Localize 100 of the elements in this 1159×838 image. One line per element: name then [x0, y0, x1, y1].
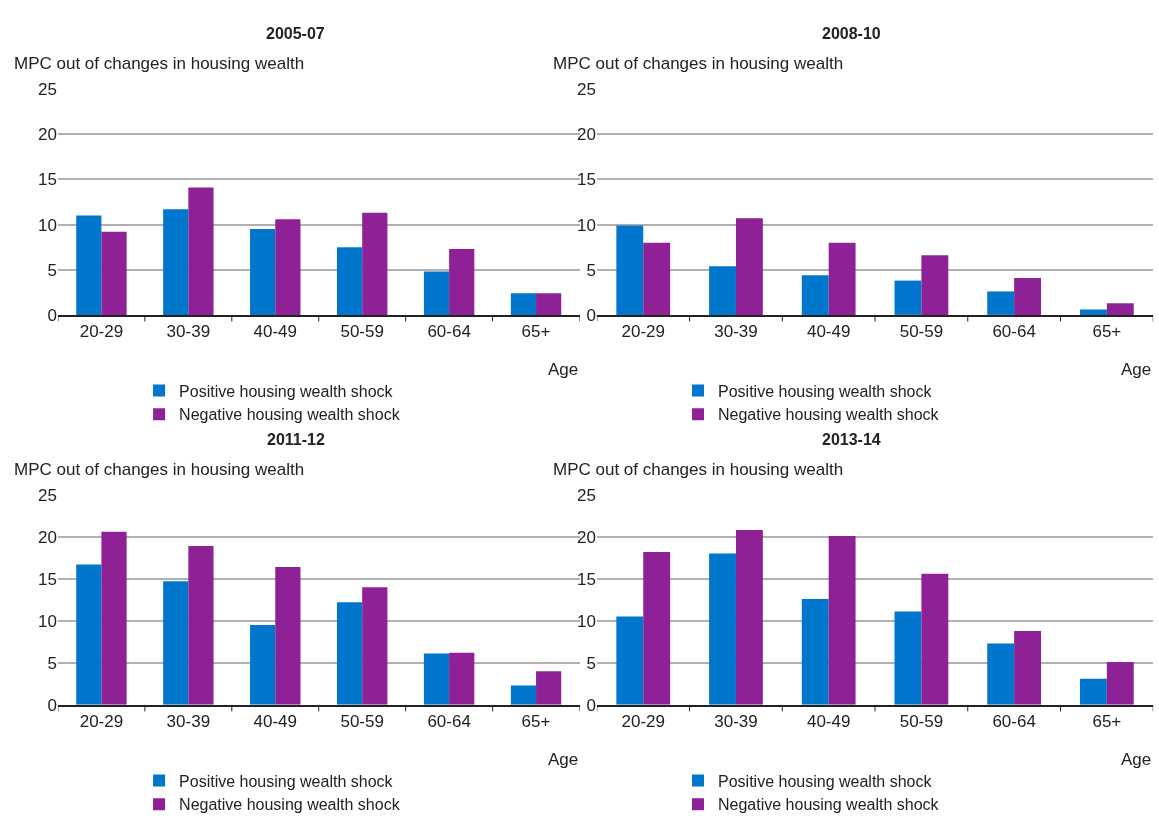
- x-axis-title: Age: [548, 750, 579, 769]
- y-tick-label: 25: [576, 80, 596, 100]
- bar: [423, 271, 450, 315]
- chart-title: 2011-12: [267, 431, 325, 448]
- bar: [894, 280, 922, 315]
- bar: [709, 553, 736, 705]
- y-axis-title: MPC out of changes in housing wealth: [14, 54, 305, 73]
- y-tick-label: 5: [586, 653, 596, 673]
- bar: [1079, 309, 1107, 315]
- bar: [921, 255, 949, 315]
- legend-label: Negative housing wealth shock: [718, 406, 940, 424]
- y-tick-label: 5: [47, 653, 57, 673]
- x-tick-label: 60-64: [992, 322, 1036, 342]
- bar: [1079, 678, 1107, 705]
- x-tick-label: 50-59: [899, 322, 944, 342]
- bar: [188, 546, 214, 705]
- bar: [735, 530, 763, 705]
- legend-label: Positive housing wealth shock: [179, 382, 394, 400]
- bar: [987, 291, 1015, 315]
- y-tick-label: 20: [576, 125, 596, 145]
- x-axis-title: Age: [1121, 360, 1152, 379]
- y-tick-label: 0: [586, 305, 596, 325]
- legend-label: Negative housing wealth shock: [179, 796, 401, 814]
- x-axis-title: Age: [1121, 750, 1152, 769]
- bar: [163, 209, 189, 315]
- x-tick-label: 65+: [521, 322, 551, 342]
- bar: [709, 266, 736, 315]
- legend-label: Positive housing wealth shock: [718, 772, 933, 790]
- x-tick-label: 60-64: [427, 712, 471, 732]
- x-tick-label: 50-59: [340, 322, 384, 342]
- y-tick-label: 25: [38, 485, 57, 505]
- x-tick-label: 20-29: [79, 712, 124, 732]
- bar: [188, 187, 214, 315]
- legend-label: Positive housing wealth shock: [179, 772, 394, 790]
- x-tick-label: 40-49: [253, 712, 297, 732]
- bar: [510, 685, 537, 705]
- y-tick-label: 5: [47, 260, 57, 280]
- bar: [616, 225, 644, 315]
- x-tick-label: 30-39: [166, 712, 211, 732]
- legend-label: Positive housing wealth shock: [718, 382, 933, 400]
- legend-label: Negative housing wealth shock: [179, 406, 401, 424]
- bar: [449, 248, 475, 315]
- y-tick-label: 5: [586, 260, 596, 280]
- bar: [1014, 630, 1042, 705]
- y-tick-label: 10: [576, 611, 596, 631]
- bar: [536, 671, 562, 705]
- bar: [423, 653, 450, 705]
- y-tick-label: 0: [47, 305, 57, 325]
- bar: [801, 598, 829, 705]
- x-tick-label: 20-29: [621, 712, 665, 732]
- bar: [894, 611, 922, 705]
- x-axis-title: Age: [548, 360, 579, 379]
- bar: [921, 573, 949, 705]
- x-tick-label: 40-49: [806, 322, 851, 342]
- bar: [510, 293, 537, 315]
- bar: [275, 219, 301, 315]
- chart-title: 2008-10: [822, 25, 881, 42]
- y-tick-label: 15: [576, 170, 596, 190]
- y-tick-label: 10: [576, 215, 596, 235]
- y-tick-label: 15: [38, 170, 57, 190]
- bar: [1014, 277, 1042, 315]
- bar: [828, 535, 856, 705]
- bar: [336, 602, 363, 705]
- bar: [616, 616, 644, 705]
- x-tick-label: 50-59: [340, 712, 384, 732]
- bar: [643, 551, 671, 705]
- y-tick-label: 20: [38, 125, 57, 145]
- y-tick-label: 15: [38, 569, 57, 589]
- bar: [1106, 661, 1134, 705]
- x-tick-label: 30-39: [714, 322, 758, 342]
- x-tick-label: 20-29: [79, 322, 124, 342]
- y-tick-label: 25: [576, 485, 596, 505]
- y-tick-label: 0: [586, 695, 596, 715]
- y-tick-label: 15: [576, 569, 596, 589]
- bar: [362, 212, 388, 315]
- chart-title: 2013-14: [822, 431, 881, 448]
- bar: [643, 242, 671, 315]
- bar: [735, 218, 763, 315]
- x-tick-label: 40-49: [253, 322, 297, 342]
- bar: [101, 231, 127, 315]
- bar: [101, 531, 127, 705]
- x-tick-label: 65+: [521, 712, 551, 732]
- y-tick-label: 0: [47, 695, 57, 715]
- x-tick-label: 20-29: [621, 322, 665, 342]
- bar: [250, 229, 276, 315]
- y-axis-title: MPC out of changes in housing wealth: [14, 460, 305, 479]
- bar: [275, 567, 301, 705]
- y-tick-label: 10: [38, 611, 57, 631]
- x-tick-label: 30-39: [714, 712, 758, 732]
- y-axis-title: MPC out of changes in housing wealth: [553, 460, 844, 479]
- legend-label: Negative housing wealth shock: [718, 796, 940, 814]
- bar: [362, 587, 388, 705]
- x-tick-label: 50-59: [899, 712, 944, 732]
- bar: [449, 652, 475, 705]
- bar: [536, 293, 562, 315]
- bar: [76, 215, 102, 315]
- x-tick-label: 60-64: [427, 322, 471, 342]
- y-tick-label: 20: [38, 527, 57, 547]
- y-tick-label: 25: [38, 80, 57, 100]
- x-tick-label: 65+: [1092, 322, 1122, 342]
